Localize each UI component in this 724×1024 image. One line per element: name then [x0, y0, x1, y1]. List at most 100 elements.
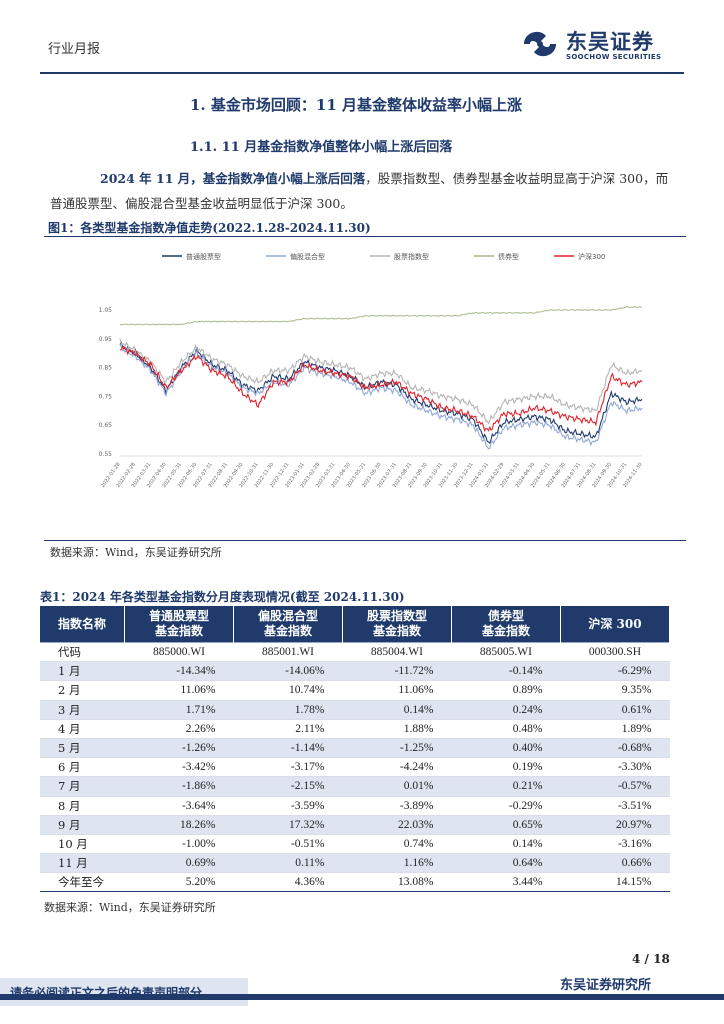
table-cell: 2.26%: [124, 719, 234, 739]
y-tick-label: 0.65: [99, 422, 113, 429]
table-cell: 20.97%: [560, 815, 670, 835]
table-cell: 0.66%: [560, 853, 670, 874]
table-cell: -3.64%: [124, 796, 234, 816]
footer-disclaimer: 请务必阅读正文之后的免责声明部分: [10, 986, 203, 1000]
table-cell: 0.40%: [451, 738, 561, 759]
table-cell: 885004.WI: [342, 641, 452, 663]
legend-label: 股票指数型: [394, 252, 429, 261]
legend-item: 沪深300: [554, 252, 605, 261]
table-cell: 1.16%: [342, 853, 452, 874]
table-cell: 11.06%: [342, 680, 452, 701]
table-cell: -3.16%: [560, 834, 670, 855]
legend-label: 普通股票型: [186, 252, 221, 261]
table-cell: 1.78%: [233, 700, 343, 720]
paragraph-lead: 2024 年 11 月，基金指数净值小幅上涨后回落: [100, 171, 366, 186]
table-cell: 3.44%: [451, 872, 561, 893]
legend-label: 偏股混合型: [290, 252, 325, 261]
table-row: 6 月 -3.42% -3.17% -4.24% 0.19% -3.30%: [40, 757, 670, 778]
y-tick-label: 1.05: [99, 307, 113, 314]
table-row: 10 月 -1.00% -0.51% 0.74% 0.14% -3.16%: [40, 834, 670, 855]
table-cell: 10 月: [40, 834, 125, 855]
table-cell: -3.51%: [560, 796, 670, 816]
table-cell: -4.24%: [342, 757, 452, 778]
footer-org: 东吴证券研究所: [560, 978, 652, 993]
series-line: [119, 338, 643, 425]
figure-top-rule: [44, 236, 686, 237]
table-cell: 1.71%: [124, 700, 234, 720]
table-cell: 0.74%: [342, 834, 452, 855]
legend-item: 偏股混合型: [266, 252, 325, 261]
table-row: 5 月 -1.26% -1.14% -1.25% 0.40% -0.68%: [40, 738, 670, 759]
table-cell: -3.30%: [560, 757, 670, 778]
y-tick-label: 0.75: [99, 393, 113, 400]
table-cell: 1.88%: [342, 719, 452, 739]
table-cell: -1.00%: [124, 834, 234, 855]
table-cell: 17.32%: [233, 815, 343, 835]
table-cell: -11.72%: [342, 661, 452, 682]
table-row: 代码 885000.WI 885001.WI 885004.WI 885005.WI 00…: [40, 641, 670, 663]
table-cell: 0.65%: [451, 815, 561, 835]
table-cell: -0.57%: [560, 776, 670, 797]
table-header-cell: 偏股混合型 基金指数: [233, 606, 343, 643]
subsection-heading: 1.1. 11 月基金指数净值整体小幅上涨后回落: [190, 140, 453, 155]
table-cell: 0.14%: [342, 700, 452, 720]
table-cell: -0.29%: [451, 796, 561, 816]
table-cell: 1 月: [40, 661, 125, 682]
table-cell: 2.11%: [233, 719, 343, 739]
table-header-cell: 普通股票型 基金指数: [124, 606, 234, 643]
table-cell: -14.06%: [233, 661, 343, 682]
table-row: 2 月 11.06% 10.74% 11.06% 0.89% 9.35%: [40, 680, 670, 701]
figure-source: 数据来源：Wind，东吴证券研究所: [50, 546, 222, 559]
table-cell: -3.42%: [124, 757, 234, 778]
table-cell: 8 月: [40, 796, 125, 816]
table-cell: -0.51%: [233, 834, 343, 855]
table-caption: 表1：2024 年各类型基金指数分月度表现情况(截至 2024.11.30): [40, 590, 405, 604]
table-cell: -3.17%: [233, 757, 343, 778]
legend-label: 沪深300: [578, 252, 605, 261]
section-heading: 1. 基金市场回顾：11 月基金整体收益率小幅上涨: [190, 96, 522, 114]
table-cell: -1.25%: [342, 738, 452, 759]
table-cell: 22.03%: [342, 815, 452, 835]
table-cell: 3 月: [40, 700, 125, 720]
paragraph-body: ，股票指数型、债券型基金收益明显高于沪深 300，而普通股票型、偏股混合型基金收…: [50, 171, 669, 211]
table-cell: 11 月: [40, 853, 125, 874]
table-cell: 7 月: [40, 776, 125, 797]
table-header-cell: 债券型 基金指数: [451, 606, 561, 643]
table-row: 今年至今 5.20% 4.36% 13.08% 3.44% 14.15%: [40, 872, 670, 893]
legend-item: 股票指数型: [370, 252, 429, 261]
table-cell: 11.06%: [124, 680, 234, 701]
table-cell: -1.14%: [233, 738, 343, 759]
table-cell: 14.15%: [560, 872, 670, 893]
y-tick-label: 0.55: [99, 451, 113, 458]
logo-mark-icon: [524, 31, 556, 57]
table-header-row: 指数名称 普通股票型 基金指数 偏股混合型 基金指数 股票指数型 基金指数 债券型 基金指数 沪深…: [40, 606, 671, 643]
table-cell: 0.01%: [342, 776, 452, 797]
table-source: 数据来源：Wind，东吴证券研究所: [44, 901, 216, 914]
table-cell: 0.24%: [451, 700, 561, 720]
table-cell: 9.35%: [560, 680, 670, 701]
table-cell: -1.86%: [124, 776, 234, 797]
series-line: [119, 306, 643, 326]
table-cell: 4.36%: [233, 872, 343, 893]
table-cell: 0.14%: [451, 834, 561, 855]
table-header-cell: 股票指数型 基金指数: [342, 606, 452, 643]
table-cell: 2 月: [40, 680, 125, 701]
figure-bottom-rule: [44, 540, 686, 541]
table-cell: 1.89%: [560, 719, 670, 739]
table-row: 9 月 18.26% 17.32% 22.03% 0.65% 20.97%: [40, 815, 670, 835]
table-header-cell: 指数名称: [40, 606, 125, 643]
table-cell: 0.64%: [451, 853, 561, 874]
table-cell: 0.11%: [233, 853, 343, 874]
table-cell: 0.69%: [124, 853, 234, 874]
table-cell: 10.74%: [233, 680, 343, 701]
table-row: 11 月 0.69% 0.11% 1.16% 0.64% 0.66%: [40, 853, 670, 874]
company-logo: 东吴证券 SOOCHOW SECURITIES: [520, 26, 680, 66]
table-row: 3 月 1.71% 1.78% 0.14% 0.24% 0.61%: [40, 700, 670, 720]
table-cell: 0.21%: [451, 776, 561, 797]
table-cell: 6 月: [40, 757, 125, 778]
table-cell: -0.68%: [560, 738, 670, 759]
table-cell: 0.61%: [560, 700, 670, 720]
table-cell: 代码: [40, 641, 125, 663]
y-tick-label: 0.95: [99, 336, 113, 343]
nav-line-chart: 普通股票型 偏股混合型 股票指数型 债券型 沪深300 1.05 0.95 0.85 0.75 0…: [99, 252, 644, 489]
